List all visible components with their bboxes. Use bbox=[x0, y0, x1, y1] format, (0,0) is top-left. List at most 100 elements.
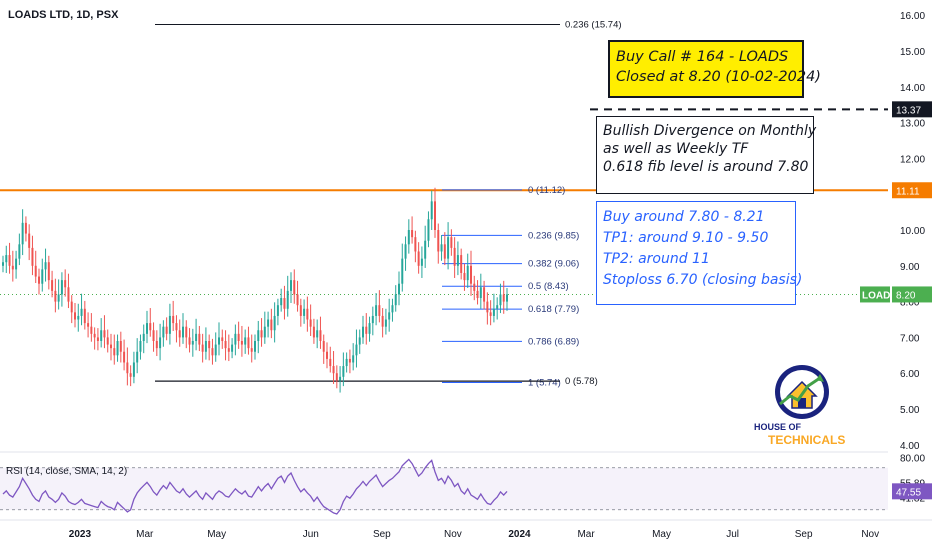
candle-body bbox=[96, 337, 99, 341]
x-tick-label: 2024 bbox=[508, 529, 531, 540]
candle-body bbox=[479, 287, 482, 299]
note-line: 0.618 fib level is around 7.80 bbox=[603, 159, 809, 175]
fib-level-label: 0.786 (6.89) bbox=[528, 336, 579, 347]
candle-body bbox=[319, 330, 322, 341]
candle-body bbox=[231, 344, 234, 352]
candle-body bbox=[136, 351, 139, 363]
candle-body bbox=[113, 348, 116, 356]
candle-body bbox=[496, 305, 499, 309]
candle-body bbox=[116, 341, 119, 356]
candle-body bbox=[67, 287, 70, 302]
candle-body bbox=[470, 265, 472, 284]
candle-body bbox=[368, 323, 371, 334]
candle-body bbox=[188, 337, 191, 345]
candle-body bbox=[489, 312, 492, 316]
rsi-panel bbox=[0, 458, 888, 515]
candle-body bbox=[404, 244, 407, 259]
candles bbox=[2, 187, 508, 393]
y-tick-label: 4.00 bbox=[900, 441, 920, 452]
candle-body bbox=[110, 344, 112, 349]
candle-body bbox=[103, 330, 106, 338]
candle-body bbox=[87, 323, 90, 327]
target-price-tag: 13.37 bbox=[896, 105, 921, 116]
candle-body bbox=[182, 326, 184, 338]
note-line: Buy Call # 164 - LOADS bbox=[616, 49, 789, 65]
note-line: Buy around 7.80 - 8.21 bbox=[603, 209, 765, 225]
candle-body bbox=[237, 333, 240, 341]
candle-body bbox=[375, 305, 378, 316]
candle-body bbox=[286, 290, 289, 309]
y-tick-label: 5.00 bbox=[900, 405, 920, 416]
y-tick-label: 14.00 bbox=[900, 83, 925, 94]
candle-body bbox=[506, 294, 508, 302]
resistance-price-tag: 11.11 bbox=[896, 186, 920, 197]
candle-body bbox=[162, 326, 165, 338]
candle-body bbox=[172, 315, 175, 324]
candle-body bbox=[146, 323, 148, 334]
candle-body bbox=[31, 247, 34, 266]
candle-body bbox=[296, 294, 299, 306]
buy-call-note: Buy Call # 164 - LOADS Closed at 8.20 (1… bbox=[608, 40, 821, 98]
candle-body bbox=[381, 315, 384, 327]
candle-body bbox=[450, 237, 453, 248]
ext-fib-label: 0 (5.78) bbox=[565, 376, 598, 387]
candle-body bbox=[159, 337, 162, 349]
last-price-tag-bg bbox=[892, 286, 932, 303]
y-tick-label: 16.00 bbox=[900, 11, 925, 22]
candle-body bbox=[204, 341, 207, 352]
candle-body bbox=[175, 323, 178, 331]
candle-body bbox=[348, 358, 351, 363]
candle-body bbox=[106, 337, 109, 345]
candle-body bbox=[309, 319, 312, 327]
candle-body bbox=[290, 280, 292, 291]
fib-level-label: 0 (11.12) bbox=[528, 185, 565, 196]
candle-body bbox=[466, 265, 469, 281]
fib-level-label: 1 (5.74) bbox=[528, 378, 561, 389]
candle-body bbox=[2, 262, 4, 266]
candle-body bbox=[21, 222, 24, 245]
candle-body bbox=[326, 351, 328, 359]
candle-body bbox=[155, 341, 158, 349]
candle-body bbox=[18, 244, 21, 259]
y-tick-label: 13.00 bbox=[900, 119, 925, 130]
candle-body bbox=[332, 366, 335, 374]
candle-body bbox=[51, 280, 54, 291]
candle-body bbox=[456, 255, 459, 266]
candle-body bbox=[126, 362, 129, 374]
x-tick-label: May bbox=[207, 529, 226, 540]
candle-body bbox=[119, 341, 122, 352]
candle-body bbox=[38, 276, 40, 284]
x-tick-label: May bbox=[652, 529, 671, 540]
y-tick-label: 9.00 bbox=[900, 262, 920, 273]
candle-body bbox=[139, 341, 142, 352]
note-line: as well as Weekly TF bbox=[603, 141, 749, 157]
candle-body bbox=[476, 290, 479, 299]
candle-body bbox=[208, 341, 211, 349]
candle-body bbox=[149, 323, 152, 331]
candle-body bbox=[322, 341, 325, 352]
x-tick-label: Nov bbox=[444, 529, 462, 540]
candle-body bbox=[168, 315, 171, 334]
candle-body bbox=[391, 305, 394, 313]
candle-body bbox=[427, 219, 430, 241]
candle-body bbox=[267, 319, 270, 327]
last-price-tag: 8.20 bbox=[896, 290, 916, 301]
candle-body bbox=[401, 258, 404, 284]
candle-body bbox=[8, 255, 11, 266]
candle-body bbox=[221, 337, 224, 341]
logo-line-1: HOUSE OF bbox=[754, 422, 802, 432]
candle-body bbox=[293, 280, 296, 295]
divergence-note: Bullish Divergence on Monthly as well as… bbox=[596, 116, 816, 194]
candle-body bbox=[440, 244, 443, 252]
candle-body bbox=[132, 362, 135, 377]
candle-body bbox=[178, 330, 181, 338]
candle-body bbox=[473, 283, 476, 291]
candle-body bbox=[335, 373, 338, 381]
candle-body bbox=[417, 251, 420, 266]
x-tick-label: 2023 bbox=[69, 529, 92, 540]
candle-body bbox=[165, 326, 168, 334]
candle-body bbox=[394, 294, 397, 306]
candle-body bbox=[502, 294, 505, 302]
candle-body bbox=[411, 230, 414, 238]
y-tick-label: 8.00 bbox=[900, 298, 920, 309]
